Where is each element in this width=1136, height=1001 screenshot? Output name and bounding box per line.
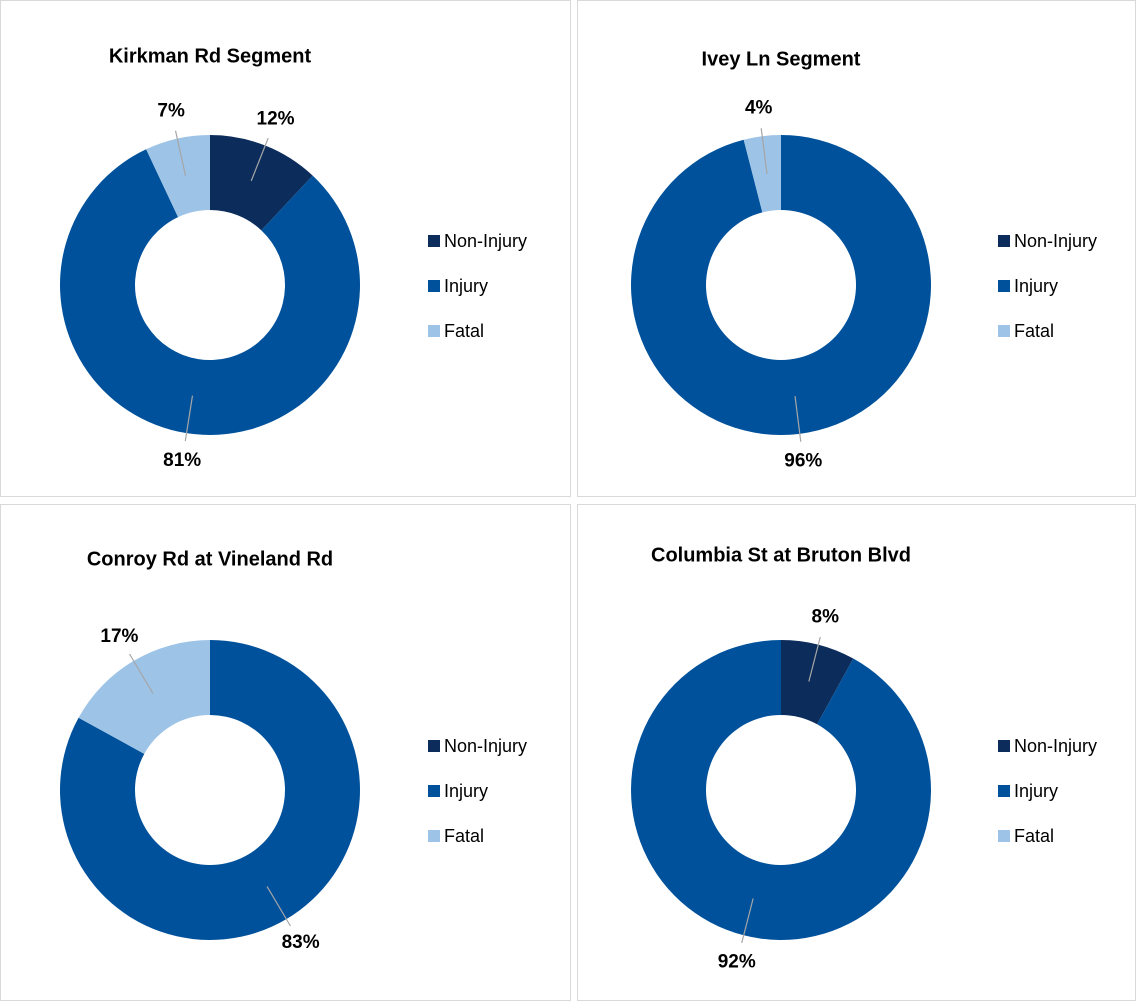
legend-label: Fatal xyxy=(1014,321,1054,341)
legend-label: Non-Injury xyxy=(444,736,527,756)
legend-swatch xyxy=(998,235,1010,247)
legend-swatch xyxy=(428,785,440,797)
legend-swatch xyxy=(428,235,440,247)
legend-swatch xyxy=(998,325,1010,337)
leader-line xyxy=(184,395,194,442)
donut-slice xyxy=(59,149,360,435)
donut-slice xyxy=(743,135,781,213)
legend-label: Injury xyxy=(444,781,488,801)
leader-line xyxy=(741,898,754,944)
legend-swatch xyxy=(998,830,1010,842)
data-label: 81% xyxy=(163,450,201,471)
data-label: 96% xyxy=(784,451,822,472)
donut-slice xyxy=(781,640,854,725)
legend-swatch xyxy=(998,785,1010,797)
leader-line xyxy=(794,396,802,442)
legend-label: Non-Injury xyxy=(1014,736,1097,756)
panel-border xyxy=(0,0,571,497)
data-label: 17% xyxy=(100,626,138,647)
leader-line xyxy=(266,886,291,927)
legend-label: Fatal xyxy=(444,321,484,341)
legend-label: Fatal xyxy=(1014,826,1054,846)
donut-slice xyxy=(210,135,313,231)
legend-swatch xyxy=(428,280,440,292)
donut-slice xyxy=(59,640,360,941)
data-label: 7% xyxy=(157,100,185,121)
legend-label: Injury xyxy=(444,276,488,296)
legend-label: Non-Injury xyxy=(1014,231,1097,251)
leader-line xyxy=(250,137,269,182)
leader-line xyxy=(174,130,187,176)
leader-line xyxy=(760,128,768,174)
leader-line xyxy=(808,636,821,682)
legend-swatch xyxy=(428,740,440,752)
legend-label: Fatal xyxy=(444,826,484,846)
legend-swatch xyxy=(998,280,1010,292)
legend-swatch xyxy=(428,325,440,337)
data-label: 4% xyxy=(745,97,773,118)
data-label: 83% xyxy=(282,932,320,953)
donut-slice xyxy=(146,135,210,218)
legend-label: Injury xyxy=(1014,276,1058,296)
chart-title: Ivey Ln Segment xyxy=(702,48,861,70)
legend-label: Non-Injury xyxy=(444,231,527,251)
data-label: 92% xyxy=(718,951,756,972)
chart-title: Columbia St at Bruton Blvd xyxy=(651,544,911,566)
legend-swatch xyxy=(998,740,1010,752)
data-label: 12% xyxy=(257,109,295,130)
chart-title: Kirkman Rd Segment xyxy=(109,45,312,67)
donut-slice xyxy=(78,640,210,754)
legend-label: Injury xyxy=(1014,781,1058,801)
donut-slice xyxy=(631,135,931,435)
chart-title: Conroy Rd at Vineland Rd xyxy=(87,548,333,570)
leader-line xyxy=(129,653,154,694)
data-label: 8% xyxy=(812,607,840,628)
donut-slice xyxy=(631,640,931,941)
legend-swatch xyxy=(428,830,440,842)
